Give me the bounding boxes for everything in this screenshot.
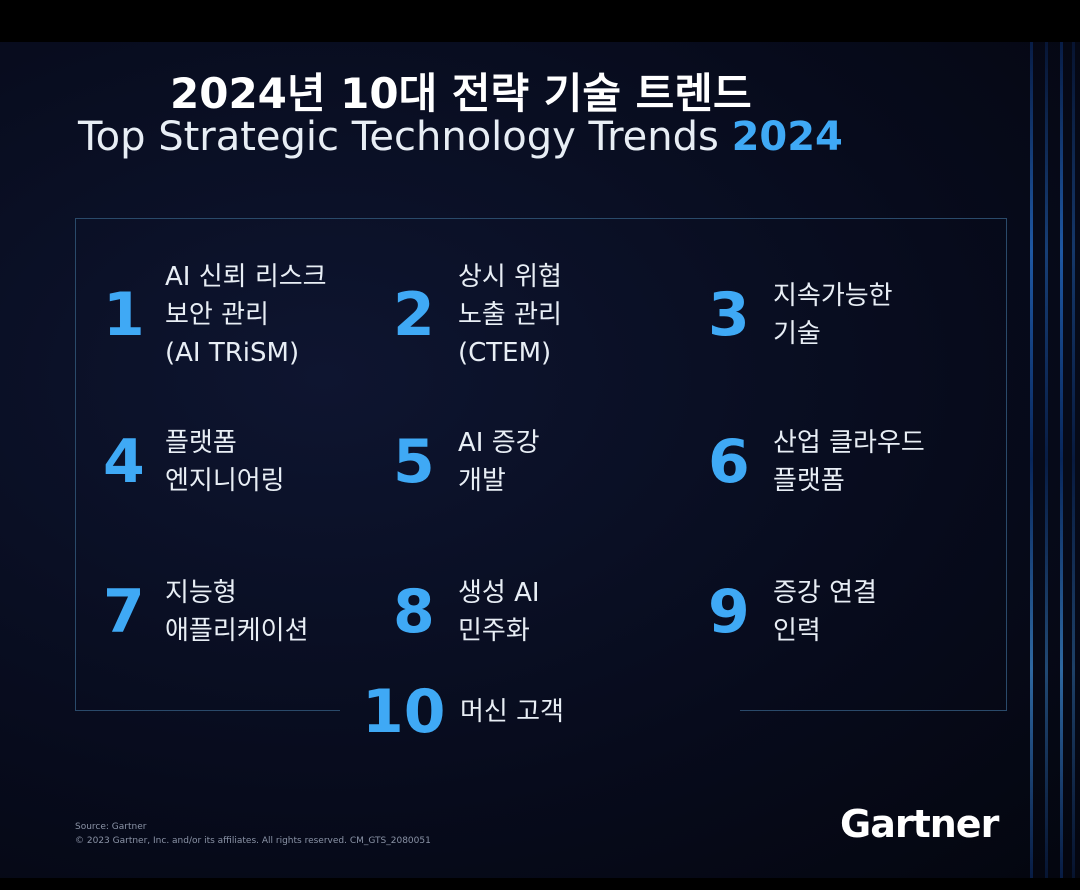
trend-number: 10 <box>362 677 446 747</box>
trend-label-line: 보안 관리 <box>165 300 269 330</box>
trend-number: 1 <box>103 280 145 350</box>
trend-label-line: 생성 AI <box>458 578 540 608</box>
frame-line <box>75 710 340 711</box>
trend-label-line: (CTEM) <box>458 338 552 368</box>
title-year: 2024 <box>731 114 843 160</box>
trend-number: 9 <box>708 577 750 647</box>
trend-number: 2 <box>393 280 435 350</box>
trend-label-line: 머신 고객 <box>460 697 564 727</box>
trend-label: 머신 고객 <box>460 693 564 731</box>
logo: Gartner <box>840 802 999 846</box>
trend-label-line: 개발 <box>458 466 506 496</box>
infographic: 2024년 10대 전략 기술 트렌드 Top Strategic Techno… <box>0 42 1080 878</box>
trend-label-line: 산업 클라우드 <box>773 428 925 458</box>
trend-label-line: 인력 <box>773 616 821 646</box>
trend-label-line: 엔지니어링 <box>165 466 285 496</box>
trend-number: 3 <box>708 280 750 350</box>
trend-number: 7 <box>103 577 145 647</box>
title-en-text: Top Strategic Technology Trends <box>78 114 719 160</box>
trend-label-line: 기술 <box>773 319 821 349</box>
trend-label-line: 지속가능한 <box>773 281 893 311</box>
light-streak <box>1072 42 1075 878</box>
title-ko: 2024년 10대 전략 기술 트렌드 <box>170 69 752 118</box>
trend-label-line: 증강 연결 <box>773 578 877 608</box>
trend-number: 4 <box>103 427 145 497</box>
trend-label-line: 노출 관리 <box>458 300 562 330</box>
trend-label-line: 지능형 <box>165 578 237 608</box>
trend-label-line: 플랫폼 <box>773 466 845 496</box>
trend-number: 8 <box>393 577 435 647</box>
trend-label-line: AI 증강 <box>458 428 540 458</box>
frame-line <box>740 710 1006 711</box>
trend-label-line: AI 신뢰 리스크 <box>165 262 327 292</box>
light-streak <box>1060 42 1063 878</box>
light-streak <box>1030 42 1033 878</box>
trend-label-line: 애플리케이션 <box>165 616 309 646</box>
light-streak <box>1045 42 1048 878</box>
trend-label: 생성 AI 민주화 <box>458 574 540 650</box>
source: Source: Gartner <box>75 822 147 832</box>
trend-label-line: 민주화 <box>458 616 530 646</box>
trend-label-line: 플랫폼 <box>165 428 237 458</box>
copyright: © 2023 Gartner, Inc. and/or its affiliat… <box>75 836 431 846</box>
trend-label-line: 상시 위협 <box>458 262 562 292</box>
trend-number: 5 <box>393 427 435 497</box>
title-en: Top Strategic Technology Trends 2024 <box>78 114 843 160</box>
trend-label-line: (AI TRiSM) <box>165 338 300 368</box>
trend-number: 6 <box>708 427 750 497</box>
trend-frame <box>75 218 1007 711</box>
